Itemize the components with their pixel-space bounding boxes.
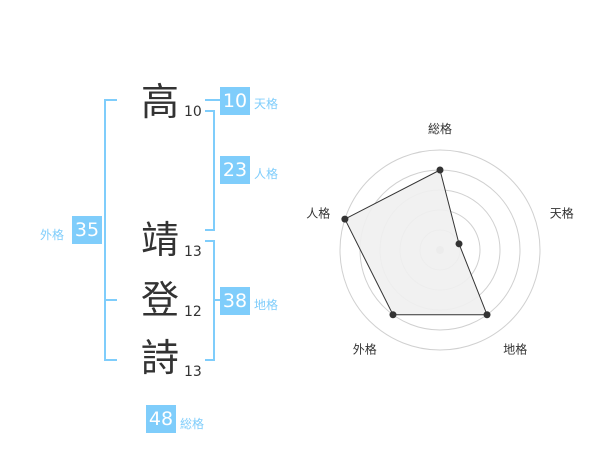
name-char-2: 靖	[140, 218, 179, 262]
gaikaku-value: 35	[72, 216, 102, 244]
stroke-count-3: 12	[184, 304, 202, 320]
gaikaku-label: 外格	[40, 228, 65, 242]
soukaku-value: 48	[146, 405, 176, 433]
soukaku-label: 総格	[180, 417, 205, 431]
tenkaku-label: 天格	[254, 97, 279, 111]
chikaku-value: 38	[220, 287, 250, 315]
data-point	[341, 215, 349, 223]
bracket-tick	[205, 240, 215, 242]
tenkaku-value: 10	[220, 87, 250, 115]
axis-label: 外格	[353, 342, 377, 357]
axis-label: 総格	[428, 121, 452, 136]
gaikaku-bracket	[104, 99, 106, 361]
stroke-count-2: 13	[184, 244, 202, 260]
bracket-tick	[213, 299, 221, 301]
bracket-tick	[205, 229, 215, 231]
name-char-4: 詩	[140, 336, 179, 380]
data-point	[483, 311, 491, 319]
data-point	[389, 311, 397, 319]
stroke-count-1: 10	[184, 104, 202, 120]
data-point	[455, 240, 463, 248]
jinkaku-bracket	[213, 110, 215, 231]
bracket-tick	[205, 110, 215, 112]
data-point	[436, 166, 444, 174]
radar-area	[344, 169, 488, 316]
jinkaku-label: 人格	[254, 167, 279, 181]
axis-label: 地格	[503, 342, 527, 357]
axis-label: 天格	[550, 205, 574, 220]
bracket-tick	[104, 99, 117, 101]
name-char-3: 登	[140, 278, 179, 322]
grid-circle	[339, 149, 541, 351]
bracket-tick	[205, 359, 215, 361]
axis-label: 人格	[306, 205, 330, 220]
stroke-count-4: 13	[184, 364, 202, 380]
chikaku-label: 地格	[254, 298, 279, 312]
bracket-tick	[104, 359, 117, 361]
bracket-tick	[104, 299, 117, 301]
name-char-1: 高	[140, 80, 179, 124]
jinkaku-value: 23	[220, 156, 250, 184]
tenkaku-line	[205, 99, 220, 101]
